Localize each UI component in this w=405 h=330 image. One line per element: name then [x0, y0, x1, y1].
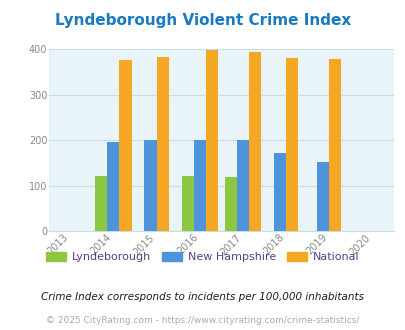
Bar — [224, 178, 236, 231]
Bar — [107, 142, 119, 231]
Bar — [119, 60, 131, 231]
Bar — [205, 50, 217, 231]
Bar — [95, 176, 107, 231]
Text: © 2025 CityRating.com - https://www.cityrating.com/crime-statistics/: © 2025 CityRating.com - https://www.city… — [46, 315, 359, 325]
Bar — [285, 58, 297, 231]
Bar — [236, 140, 248, 231]
Text: Crime Index corresponds to incidents per 100,000 inhabitants: Crime Index corresponds to incidents per… — [41, 292, 364, 302]
Bar — [248, 52, 260, 231]
Bar — [156, 57, 168, 231]
Bar — [193, 140, 205, 231]
Bar — [328, 59, 340, 231]
Bar — [144, 140, 156, 231]
Legend: Lyndeborough, New Hampshire, National: Lyndeborough, New Hampshire, National — [42, 248, 363, 267]
Bar — [181, 176, 193, 231]
Bar — [316, 162, 328, 231]
Bar — [273, 153, 285, 231]
Text: Lyndeborough Violent Crime Index: Lyndeborough Violent Crime Index — [55, 13, 350, 28]
